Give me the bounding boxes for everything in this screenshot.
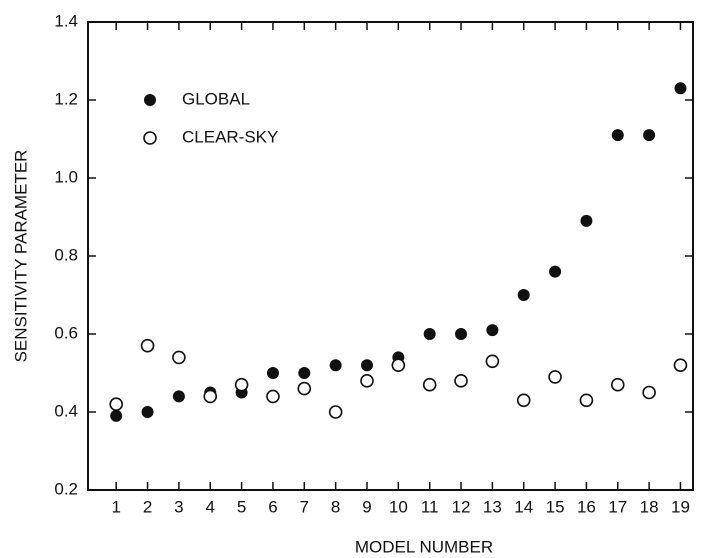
x-tick-label: 1 [111, 497, 120, 516]
point [611, 129, 624, 142]
x-tick-label: 12 [452, 497, 471, 516]
x-tick-label: 17 [608, 497, 627, 516]
point [454, 373, 468, 388]
point [328, 405, 343, 419]
y-tick-label: 0.6 [54, 323, 78, 342]
point [203, 389, 218, 404]
x-tick-label: 7 [300, 497, 309, 516]
x-tick-label: 6 [268, 497, 277, 516]
point [673, 358, 688, 373]
y-tick-label: 0.4 [54, 401, 78, 420]
point [548, 370, 562, 384]
y-tick-label: 1.2 [54, 89, 78, 108]
x-axis-label: MODEL NUMBER [355, 537, 493, 556]
x-tick-label: 3 [174, 497, 183, 516]
point [172, 390, 185, 403]
point [360, 373, 374, 388]
point [360, 359, 373, 372]
x-tick-label: 2 [143, 497, 152, 516]
legend-label: CLEAR-SKY [182, 127, 278, 146]
point [580, 214, 593, 227]
point [266, 367, 279, 379]
x-tick-label: 18 [640, 497, 659, 516]
y-tick-label: 0.8 [54, 245, 78, 264]
point [517, 289, 530, 301]
x-tick-label: 13 [483, 497, 502, 516]
point [266, 389, 280, 404]
point [234, 377, 249, 392]
point [643, 129, 656, 142]
x-tick-label: 11 [421, 497, 439, 516]
x-tick-label: 10 [389, 497, 408, 516]
y-axis-label: SENSITIVITY PARAMETER [11, 150, 30, 363]
point [486, 324, 499, 337]
legend-marker [143, 131, 157, 145]
legend-label: GLOBAL [182, 89, 250, 108]
point [610, 377, 625, 392]
x-tick-label: 16 [577, 497, 596, 516]
legend-marker [144, 94, 156, 106]
point [455, 328, 468, 340]
y-tick-label: 1.0 [54, 167, 78, 186]
point [422, 377, 437, 392]
x-tick-label: 5 [237, 497, 246, 516]
y-tick-label: 0.2 [54, 479, 78, 498]
point [329, 359, 342, 372]
x-tick-label: 19 [671, 497, 690, 516]
point [298, 367, 311, 379]
point [172, 350, 186, 365]
point [141, 406, 154, 418]
x-tick-label: 15 [546, 497, 565, 516]
point [109, 397, 124, 412]
point [110, 409, 123, 422]
plot-frame [87, 21, 694, 491]
point [549, 265, 562, 278]
x-tick-label: 8 [331, 497, 340, 516]
point [642, 385, 656, 400]
point [391, 358, 406, 373]
point [674, 82, 687, 95]
x-tick-label: 14 [514, 497, 533, 516]
x-tick-label: 4 [206, 497, 215, 516]
point [579, 393, 594, 408]
point [516, 393, 531, 408]
point [423, 328, 436, 340]
point [140, 338, 155, 353]
x-tick-label: 9 [362, 497, 371, 516]
point [297, 381, 312, 396]
y-tick-label: 1.4 [54, 11, 78, 30]
point [485, 354, 500, 369]
